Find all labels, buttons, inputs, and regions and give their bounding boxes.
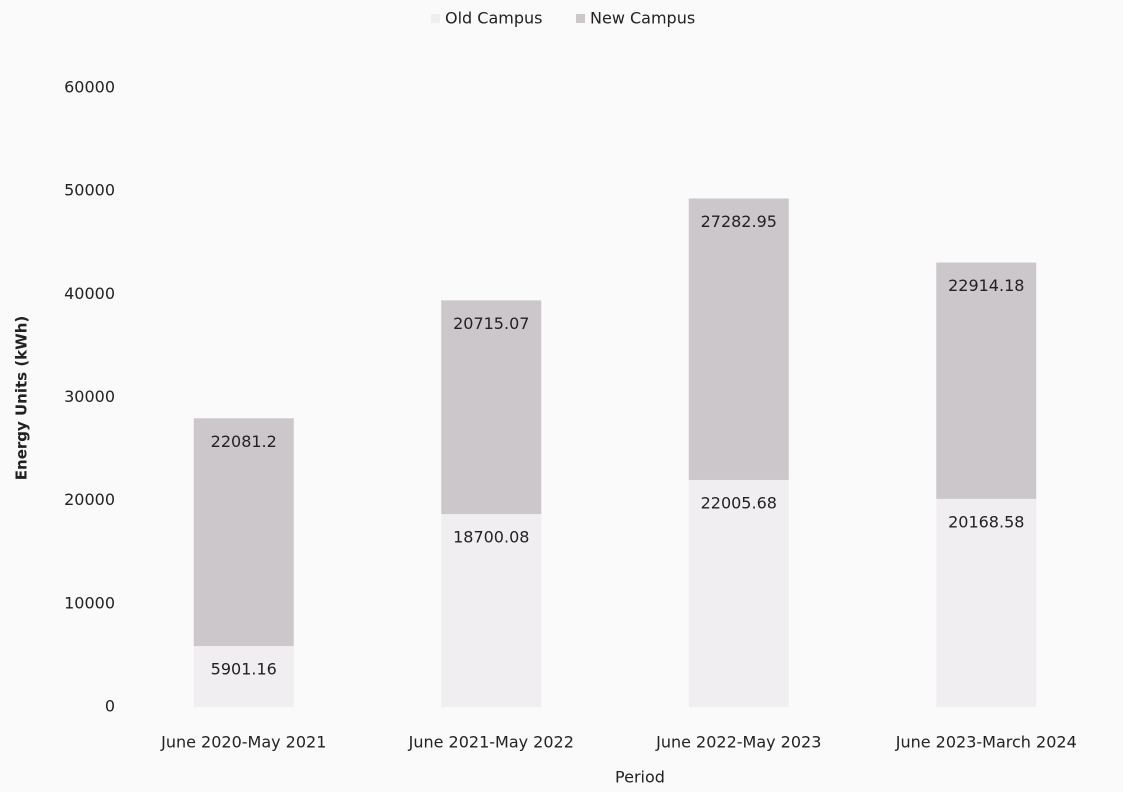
y-tick-label: 10000 (64, 593, 115, 612)
x-tick-label: June 2021-May 2022 (408, 733, 574, 752)
bar-segment (441, 514, 542, 707)
y-tick-label: 20000 (64, 490, 115, 509)
data-label: 22005.68 (701, 493, 777, 512)
y-tick-label: 50000 (64, 181, 115, 200)
x-tick-label: June 2020-May 2021 (160, 733, 326, 752)
y-axis-label: Energy Units (kWh) (13, 316, 31, 480)
bar-segment (441, 300, 542, 515)
bar-segment (688, 479, 789, 707)
legend-swatch (576, 14, 585, 23)
data-label: 22914.18 (948, 276, 1024, 295)
data-label: 20715.07 (453, 314, 529, 333)
y-tick-label: 40000 (64, 284, 115, 303)
bar-segment (193, 418, 294, 647)
data-label: 22081.2 (211, 432, 277, 451)
x-axis-label: Period (615, 768, 665, 787)
legend-label: Old Campus (445, 9, 542, 28)
y-tick-label: 0 (105, 697, 115, 716)
bar-segment (688, 198, 789, 480)
x-tick-label: June 2023-March 2024 (895, 733, 1077, 752)
y-tick-label: 60000 (64, 78, 115, 97)
bar-segment (936, 498, 1037, 707)
data-label: 18700.08 (453, 528, 529, 547)
data-label: 20168.58 (948, 512, 1024, 531)
x-tick-label: June 2022-May 2023 (655, 733, 821, 752)
data-label: 5901.16 (211, 660, 277, 679)
bar-segment (193, 646, 294, 707)
legend-swatch (431, 14, 440, 23)
data-label: 27282.95 (701, 212, 777, 231)
bar-segment (936, 262, 1037, 499)
y-tick-label: 30000 (64, 387, 115, 406)
legend-label: New Campus (590, 9, 695, 28)
